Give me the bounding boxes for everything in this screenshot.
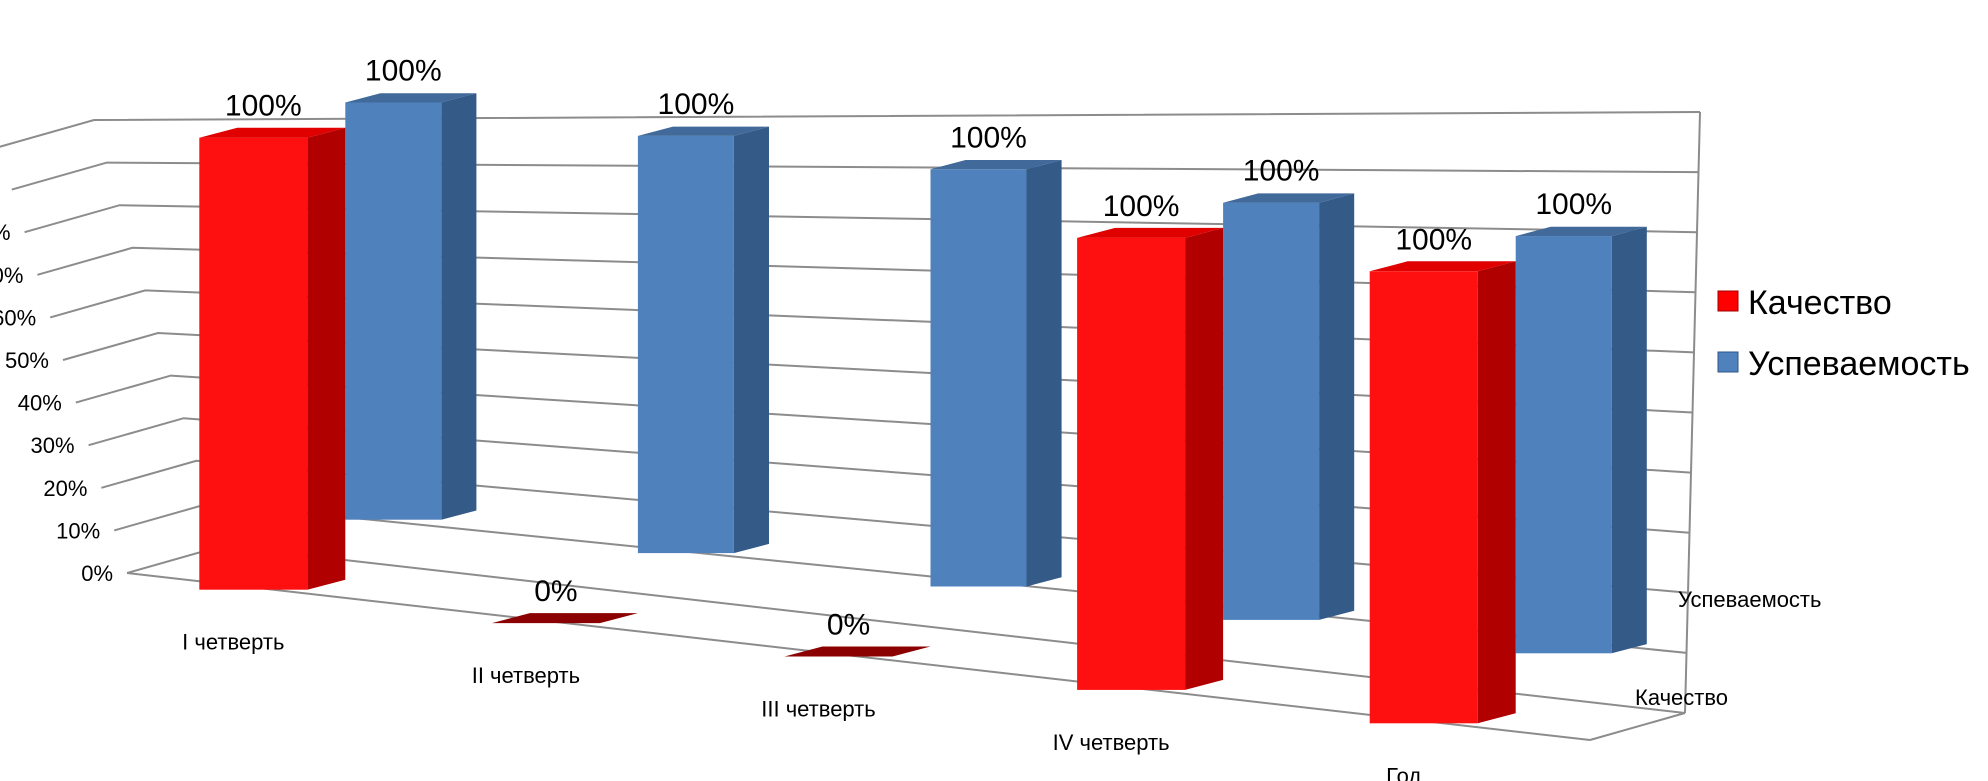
bar-front-face: [1515, 236, 1612, 654]
bar-side-face: [441, 93, 477, 520]
gridline: [11, 161, 1699, 191]
x-category-label: I четверть: [182, 630, 284, 655]
y-tick-label: 20%: [43, 476, 87, 501]
bar-front-face: [345, 102, 442, 520]
bar-side-face: [1477, 261, 1516, 724]
data-label: 100%: [1395, 223, 1472, 256]
bar-front-face: [637, 135, 734, 554]
data-label: 100%: [225, 90, 302, 123]
y-tick-label: 40%: [18, 391, 62, 416]
bar-top-face: [784, 646, 931, 657]
depth-axis-label: Успеваемость: [1678, 587, 1821, 612]
bar-front-face: [1369, 271, 1478, 724]
bar-uspevaemost: [1223, 193, 1355, 620]
bar-front-face: [1223, 202, 1320, 620]
y-tick-label: 80%: [0, 220, 11, 245]
bar-uspevaemost: [637, 126, 769, 554]
y-tick-label: 0%: [81, 561, 113, 586]
data-label: 100%: [1243, 155, 1320, 188]
legend-label-uspevaemost: Успеваемость: [1748, 345, 1970, 383]
x-category-label: Год: [1386, 763, 1421, 781]
bar-top-face: [930, 160, 1062, 170]
gridlines: [0, 111, 1701, 714]
y-tick-label: 60%: [0, 305, 36, 330]
bar-top-face: [345, 93, 477, 103]
legend-swatch-kachestvo: [1717, 290, 1739, 312]
bar-top-face: [1223, 193, 1355, 203]
legend-swatch-uspevaemost: [1717, 351, 1739, 373]
gridline: [24, 204, 1698, 234]
legend-label-kachestvo: Качество: [1748, 284, 1892, 322]
series-uspevaemost-bars: [345, 93, 1647, 654]
bar-uspevaemost: [1515, 226, 1647, 654]
labels: 0%10%20%30%40%50%60%70%80%90%100%100%100…: [0, 54, 1821, 781]
data-label: 100%: [365, 54, 442, 87]
bar-side-face: [1185, 227, 1224, 690]
x-category-label: II четверть: [472, 663, 580, 688]
x-category-label: IV четверть: [1053, 730, 1170, 755]
bar-front-face: [1077, 237, 1186, 690]
depth-axis-label: Качество: [1635, 685, 1728, 710]
bar-top-face: [1515, 226, 1647, 237]
bar-side-face: [733, 126, 769, 554]
depth-axis-line: [1589, 712, 1686, 741]
data-label: 100%: [950, 121, 1027, 154]
y-tick-label: 10%: [56, 518, 100, 543]
bar-side-face: [1319, 193, 1355, 620]
data-label: 100%: [658, 88, 735, 121]
x-category-label: III четверть: [761, 697, 875, 722]
bar-uspevaemost: [930, 160, 1062, 587]
y-tick-label: 30%: [31, 433, 75, 458]
series-kachestvo-bars: [199, 127, 1516, 724]
bar-kachestvo: [1369, 261, 1516, 724]
bar-uspevaemost: [345, 93, 477, 520]
bar-kachestvo: [784, 646, 931, 657]
bar-side-face: [1026, 160, 1062, 587]
bar-kachestvo: [491, 613, 638, 624]
bar-kachestvo: [1077, 227, 1224, 690]
bar-top-face: [1077, 227, 1224, 238]
data-label: 0%: [827, 609, 870, 642]
bar-side-face: [307, 127, 346, 590]
bar-top-face: [199, 127, 346, 138]
bar-top-face: [491, 613, 638, 624]
data-label: 100%: [1535, 188, 1612, 221]
bar-top-face: [637, 126, 769, 136]
y-tick-label: 50%: [5, 348, 49, 373]
bar-kachestvo: [199, 127, 346, 590]
data-label: 100%: [1103, 190, 1180, 223]
gridline: [0, 111, 1701, 148]
bar-front-face: [930, 169, 1027, 587]
legend: Качество Успеваемость: [1717, 284, 1970, 383]
bar-side-face: [1611, 226, 1647, 654]
y-tick-label: 70%: [0, 263, 23, 288]
data-label: 0%: [534, 575, 577, 608]
bar-front-face: [199, 137, 308, 590]
wall-edge-line: [1684, 111, 1701, 714]
bar-top-face: [1369, 261, 1516, 272]
